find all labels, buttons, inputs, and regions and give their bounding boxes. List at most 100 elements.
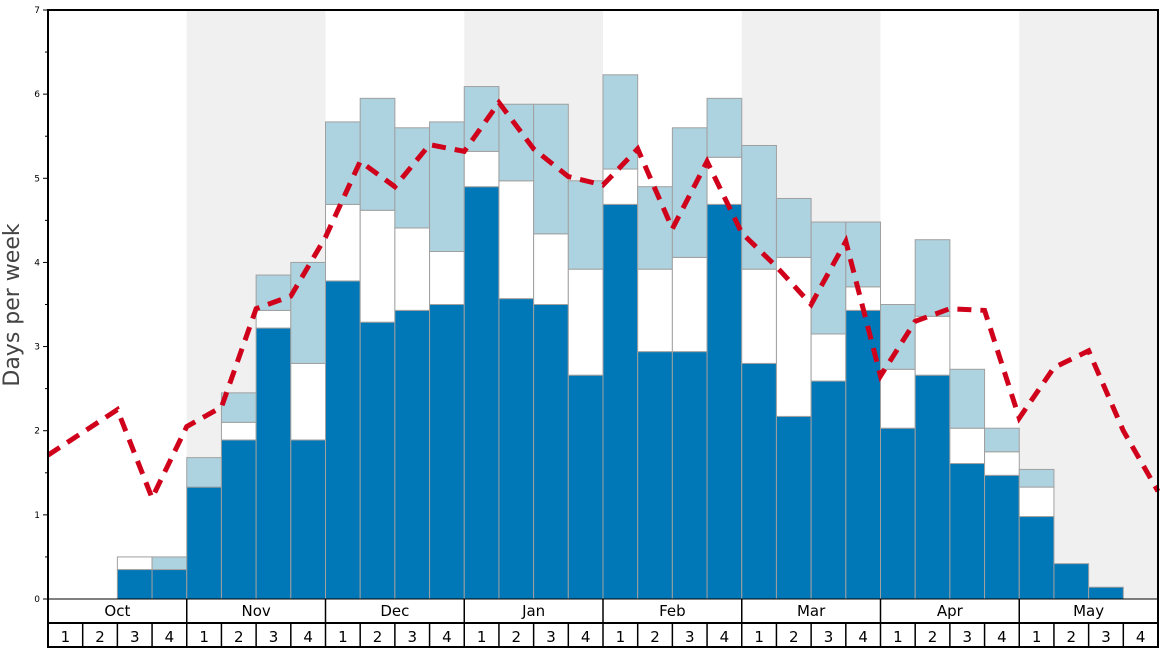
bar-dark xyxy=(914,374,951,600)
y-tick-label: 1 xyxy=(34,511,40,521)
week-label: 1 xyxy=(893,628,903,646)
bar-light xyxy=(359,97,396,211)
bar-dark xyxy=(186,486,222,600)
bar-dark xyxy=(116,569,153,600)
bar-light xyxy=(984,427,1020,453)
bar-white xyxy=(637,268,673,353)
week-label: 2 xyxy=(373,628,383,646)
week-label: 3 xyxy=(407,628,417,646)
week-label: 3 xyxy=(962,628,972,646)
y-tick-label: 0 xyxy=(34,595,40,605)
bar-light xyxy=(429,121,465,252)
month-label-feb: Feb xyxy=(659,602,686,620)
week-label: 3 xyxy=(130,628,140,646)
bar-dark xyxy=(567,374,604,600)
bar-white xyxy=(220,421,257,441)
bar-light xyxy=(741,144,777,270)
bar-dark xyxy=(359,321,396,600)
month-label-nov: Nov xyxy=(241,602,270,620)
bar-light xyxy=(290,261,326,364)
bar-white xyxy=(533,233,569,306)
bar-dark xyxy=(325,280,361,600)
bar-light xyxy=(637,186,673,270)
month-label-oct: Oct xyxy=(104,602,130,620)
month-label-apr: Apr xyxy=(937,602,964,620)
bar-white xyxy=(290,362,326,441)
bar-light xyxy=(775,197,812,258)
bar-dark xyxy=(602,203,639,600)
bar-dark xyxy=(880,427,916,600)
bar-light xyxy=(845,221,881,288)
bar-white xyxy=(671,256,708,353)
week-label: 4 xyxy=(858,628,868,646)
bar-light xyxy=(671,127,708,258)
week-label: 1 xyxy=(199,628,209,646)
bar-light xyxy=(880,304,916,370)
bar-dark xyxy=(255,327,292,600)
week-label: 4 xyxy=(720,628,730,646)
bar-dark xyxy=(671,351,708,600)
week-label: 1 xyxy=(477,628,487,646)
week-label: 1 xyxy=(338,628,348,646)
bar-light xyxy=(914,239,951,317)
bar-dark xyxy=(498,298,535,600)
bar-dark xyxy=(984,474,1020,600)
y-axis-label: Days per week xyxy=(0,223,25,386)
bar-light xyxy=(463,86,500,152)
week-label: 3 xyxy=(546,628,556,646)
bar-light xyxy=(186,457,222,488)
bar-white xyxy=(741,268,777,364)
month-label-dec: Dec xyxy=(380,602,409,620)
bar-white xyxy=(880,368,916,429)
y-tick-label: 5 xyxy=(34,174,40,184)
bar-dark xyxy=(1053,563,1090,600)
week-label: 3 xyxy=(269,628,279,646)
week-label: 1 xyxy=(61,628,71,646)
bar-light xyxy=(706,97,743,158)
week-label: 4 xyxy=(1136,628,1146,646)
bar-white xyxy=(567,268,604,376)
average-dashed-line xyxy=(46,98,1161,505)
bar-white xyxy=(810,333,847,382)
bar-white xyxy=(255,309,292,329)
bar-light xyxy=(533,103,569,235)
week-label: 4 xyxy=(997,628,1007,646)
month-label-jan: Jan xyxy=(521,602,545,620)
bar-white xyxy=(116,556,153,571)
bar-white xyxy=(984,451,1020,476)
bar-dark xyxy=(151,569,188,600)
week-label: 2 xyxy=(789,628,799,646)
bar-dark xyxy=(394,309,431,600)
bar-dark xyxy=(949,463,986,600)
bar-light xyxy=(567,180,604,270)
bar-white xyxy=(949,427,986,465)
week-label: 3 xyxy=(685,628,695,646)
bar-light xyxy=(394,127,431,229)
month-label-mar: Mar xyxy=(797,602,826,620)
y-tick-label: 3 xyxy=(34,343,40,353)
week-label: 2 xyxy=(512,628,522,646)
bar-white xyxy=(602,168,639,205)
y-tick-label: 7 xyxy=(34,6,40,16)
bar-light xyxy=(1018,468,1055,488)
week-label: 4 xyxy=(165,628,175,646)
bar-dark xyxy=(290,439,326,600)
bar-white xyxy=(325,203,361,282)
bar-dark xyxy=(429,304,465,600)
week-label: 3 xyxy=(824,628,834,646)
bar-light xyxy=(602,74,639,170)
bar-light xyxy=(949,368,986,429)
week-label: 1 xyxy=(754,628,764,646)
bar-white xyxy=(359,209,396,323)
bar-white xyxy=(429,250,465,306)
bar-light xyxy=(151,556,188,571)
month-label-may: May xyxy=(1073,602,1104,620)
week-label: 4 xyxy=(303,628,313,646)
week-label: 4 xyxy=(581,628,591,646)
week-label: 2 xyxy=(95,628,105,646)
week-label: 1 xyxy=(1032,628,1042,646)
bar-light xyxy=(325,121,361,205)
y-tick-label: 4 xyxy=(34,258,40,268)
bar-white xyxy=(775,256,812,417)
